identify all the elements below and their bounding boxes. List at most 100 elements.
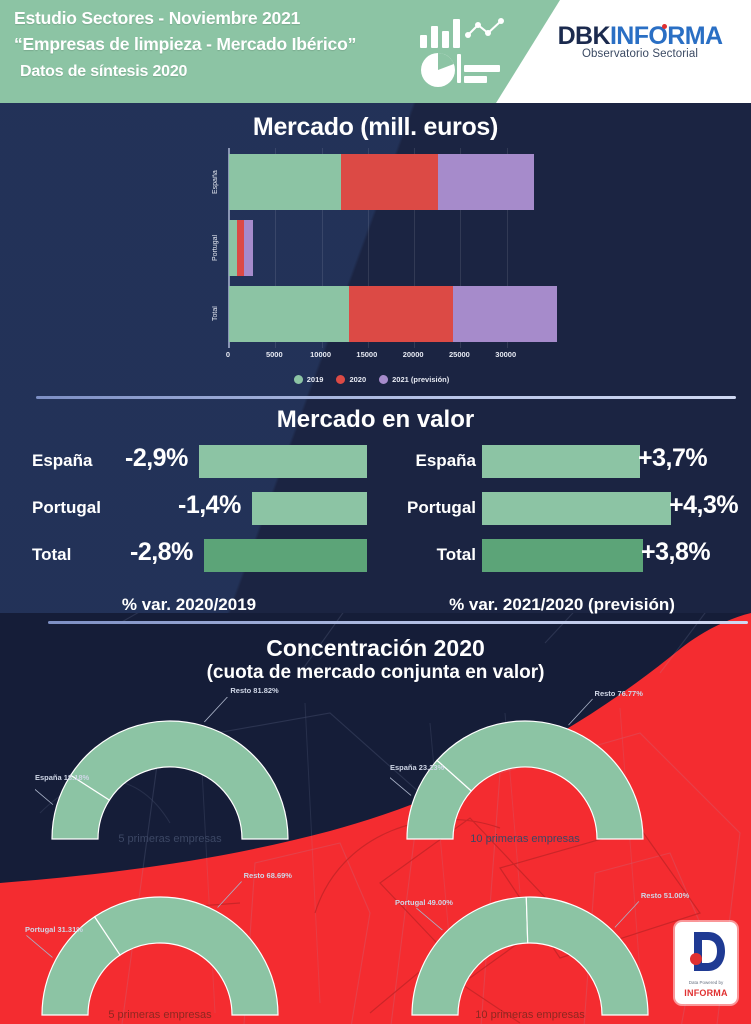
- chart-x-tick-label: 20000: [402, 350, 424, 359]
- legend-item: 2019: [293, 375, 324, 384]
- legend-color-swatch: [293, 375, 303, 384]
- market-stacked-bar-chart: 0 5000 10000 15000 20000 25000 30000 España Por…: [212, 148, 558, 359]
- informa-badge-subtitle: Data Powered by: [688, 980, 724, 985]
- donut-leader-line: [568, 698, 593, 726]
- donut-label-share: Portugal 31.31%: [25, 925, 83, 935]
- donut-label-share: España 18.18%: [35, 772, 90, 782]
- donut-label-rest: Resto 51.00%: [640, 891, 690, 901]
- variation-row: Portugal +4,3%: [377, 491, 747, 525]
- concentration-donut: Portugal 49.00% Resto 51.00% 10 primeras e…: [395, 873, 689, 1023]
- chart-gridline: [367, 148, 369, 348]
- header-green-panel: [0, 0, 560, 103]
- donut-center-label: 10 primeras empresas: [475, 1009, 585, 1021]
- donut-segment: [436, 720, 644, 840]
- legend-item: 2020: [336, 375, 366, 384]
- header-titles: Estudio Sectores - Noviembre 2021 “Empre…: [14, 6, 414, 85]
- concentration-donut: España 18.18% Resto 81.82% 5 primeras empr…: [26, 686, 305, 847]
- pie-chart-icon: [421, 53, 455, 87]
- variation-row-value: +3,7%: [638, 444, 708, 472]
- variation-row-value: -2,8%: [130, 538, 193, 566]
- variation-row-label: Portugal: [32, 498, 101, 517]
- variation-row: España +3,7%: [377, 444, 747, 478]
- donut-segment: [525, 896, 649, 1016]
- header-icon-cluster: [420, 18, 506, 88]
- dbk-logo-informa: INFORMA: [609, 22, 723, 50]
- variation-caption-left: % var. 2020/2019: [121, 595, 257, 614]
- chart-x-tick-label: 25000: [448, 350, 470, 359]
- chart-gridline: [460, 148, 462, 348]
- donut-arc-graphic: [411, 896, 649, 1016]
- donut-segment: [93, 896, 279, 1016]
- chart-x-tick-label: 30000: [495, 350, 517, 359]
- variation-row-value: +3,8%: [641, 538, 711, 566]
- chart-y-tick-label: Total: [212, 306, 219, 322]
- legend-color-swatch: [336, 375, 346, 384]
- chart-y-tick-label: Portugal: [212, 234, 219, 262]
- variation-bar: [204, 539, 367, 572]
- donut-label-share: Portugal 49.00%: [395, 898, 453, 908]
- legend-label: 2020: [349, 375, 367, 384]
- variation-row: Total -2,8%: [4, 538, 374, 572]
- donut-label-rest: Resto 76.77%: [594, 689, 643, 699]
- chart-bar-segment: [229, 154, 341, 210]
- donut-label-share: España 23.23%: [390, 763, 445, 773]
- variation-panel-2021-2020: % var. 2021/2020 (previsión) España +3,7%…: [377, 444, 747, 614]
- variation-row-value: +4,3%: [669, 491, 739, 519]
- variation-panel-2020-2019: % var. 2020/2019 España -2,9% Portugal -1,4…: [4, 444, 374, 614]
- header-line-study: Estudio Sectores - Noviembre 2021: [14, 8, 301, 28]
- donut-arc-graphic: [26, 881, 279, 1016]
- informa-d-icon: [690, 932, 725, 971]
- chart-gridline: [506, 148, 508, 348]
- concentration-subtitle: (cuota de mercado conjunta en valor): [206, 662, 545, 683]
- variation-row-value: -1,4%: [178, 491, 241, 519]
- chart-y-tick-label: España: [212, 170, 219, 194]
- chart-x-tick-label: 10000: [310, 350, 331, 359]
- chart-bar-segment: [348, 286, 454, 342]
- section-market-value: Mercado en valor % var. 2020/2019 España…: [0, 400, 751, 615]
- market-value-title: Mercado en valor: [276, 406, 475, 433]
- market-chart-title: Mercado (mill. euros): [252, 113, 499, 141]
- chart-bar-segment: [244, 220, 253, 276]
- informa-badge-brand: INFORMA: [684, 988, 728, 998]
- chart-bar-row: [229, 286, 558, 342]
- legend-color-swatch: [379, 375, 389, 384]
- donut-leader-line: [26, 935, 53, 958]
- variation-row-label: España: [32, 451, 93, 470]
- chart-gridline: [321, 148, 323, 348]
- chart-x-tick-label: 0: [225, 350, 231, 359]
- donut-leader-line: [26, 782, 54, 805]
- legend-label: 2021 (previsión): [392, 375, 450, 384]
- chart-x-tick-labels: 0 5000 10000 15000 20000 25000 30000: [220, 350, 560, 364]
- section-concentration: Concentración 2020 (cuota de mercado con…: [0, 625, 751, 1024]
- informa-badge: Data Powered by INFORMA: [675, 922, 737, 1004]
- variation-row-label: Portugal: [407, 498, 476, 517]
- donut-center-label: 5 primeras empresas: [108, 1009, 212, 1021]
- concentration-title: Concentración 2020: [266, 635, 485, 661]
- variation-caption-right: % var. 2021/2020 (previsión): [449, 595, 675, 614]
- header-bar: Estudio Sectores - Noviembre 2021 “Empre…: [0, 0, 751, 103]
- variation-row-label: Total: [32, 545, 72, 564]
- variation-bar: [199, 445, 367, 478]
- header-line-report: “Empresas de limpieza - Mercado Ibérico”: [14, 34, 357, 54]
- donut-arc-graphic: [384, 698, 644, 840]
- chart-bar-segment: [229, 220, 237, 276]
- divider-1: [36, 396, 736, 399]
- variation-row: Total +3,8%: [377, 538, 747, 572]
- chart-gridline: [275, 148, 277, 348]
- dbk-logo-wordmark: DBKINFORMA: [540, 22, 740, 50]
- variation-row-value: -2,9%: [125, 444, 188, 472]
- donut-segment: [69, 720, 289, 840]
- variation-row: Portugal -1,4%: [4, 491, 374, 525]
- chart-bar-segment: [341, 154, 439, 210]
- donut-label-rest: Resto 81.82%: [230, 685, 279, 695]
- variation-bar: [482, 539, 643, 572]
- chart-bar-row: [229, 220, 253, 276]
- concentration-donut: España 23.23% Resto 76.77% 10 primeras emp…: [384, 689, 660, 847]
- dbk-informa-logo: DBKINFORMA Observatorio Sectorial: [540, 22, 740, 60]
- section-market: Mercado (mill. euros) 0 5000 10000 15000 200…: [0, 103, 751, 396]
- legend-label: 2019: [306, 375, 324, 384]
- variation-row: España -2,9%: [4, 444, 374, 478]
- horizontal-bar-chart-icon: [457, 54, 504, 88]
- line-chart-icon: [465, 18, 504, 38]
